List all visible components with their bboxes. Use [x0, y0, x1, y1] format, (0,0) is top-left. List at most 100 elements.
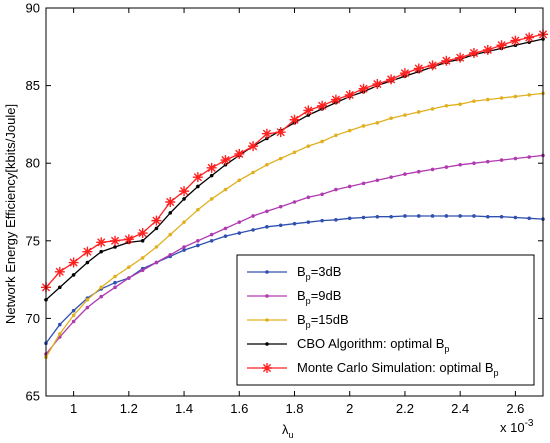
legend-label-main: B	[297, 288, 306, 303]
data-point	[206, 162, 217, 173]
data-point	[251, 170, 255, 175]
data-point	[85, 297, 90, 302]
data-point	[347, 216, 352, 221]
data-point	[234, 148, 245, 159]
data-point	[399, 68, 410, 79]
x-tick-label: 1.6	[230, 401, 248, 416]
data-point	[127, 276, 131, 280]
data-point	[154, 226, 159, 231]
legend-label: Bp=9dB	[297, 288, 341, 306]
data-point	[289, 114, 300, 125]
data-point	[389, 175, 393, 179]
x-tick-label: 2	[346, 401, 353, 416]
data-point	[361, 181, 366, 186]
data-point	[499, 158, 504, 162]
data-point	[330, 94, 341, 105]
data-point	[223, 234, 228, 238]
x-tick-label: 2.6	[506, 401, 524, 416]
data-point	[375, 214, 380, 219]
data-point	[375, 121, 380, 125]
series-4	[41, 29, 548, 293]
data-point	[441, 55, 452, 66]
data-point	[99, 285, 104, 290]
legend-label-sub: p	[306, 296, 311, 306]
x-tick-label: 2.4	[451, 401, 469, 416]
data-point	[209, 232, 214, 237]
legend-marker	[265, 270, 269, 274]
data-point	[261, 128, 272, 139]
data-point	[99, 294, 104, 299]
data-point	[292, 200, 297, 204]
data-point	[485, 159, 490, 164]
data-point	[209, 173, 214, 178]
data-point	[334, 187, 338, 192]
data-point	[292, 150, 297, 155]
data-point	[71, 313, 76, 318]
data-point	[251, 228, 255, 232]
data-point	[347, 184, 352, 189]
y-tick-label: 70	[26, 311, 40, 326]
data-point	[278, 223, 283, 228]
data-point	[472, 214, 476, 218]
data-point	[403, 172, 407, 176]
data-point	[320, 218, 324, 223]
x-axis-title: λu	[282, 422, 294, 440]
data-point	[58, 285, 62, 290]
y-tick-label: 75	[26, 233, 40, 248]
data-point	[444, 214, 449, 218]
data-point	[278, 156, 283, 161]
data-point	[306, 144, 311, 148]
data-point	[278, 204, 283, 209]
legend-label-main: B	[297, 312, 306, 327]
x-axis-multiplier-base: x 10	[500, 420, 525, 435]
data-point	[485, 97, 490, 102]
data-point	[444, 103, 449, 108]
data-point	[513, 94, 518, 99]
data-point	[140, 239, 145, 243]
data-point	[154, 260, 159, 265]
legend-item-2: Bp=15dB	[247, 312, 349, 330]
legend-item-0: Bp=3dB	[247, 264, 341, 282]
data-point	[358, 83, 369, 94]
data-point	[472, 161, 476, 165]
legend-item-3: CBO Algorithm: optimal Bp	[247, 336, 449, 354]
data-point	[137, 228, 148, 239]
data-point	[527, 93, 531, 97]
data-point	[265, 209, 269, 214]
data-point	[71, 273, 76, 277]
data-point	[223, 226, 228, 231]
data-point	[192, 172, 203, 183]
data-point	[444, 165, 449, 169]
data-point	[427, 60, 438, 71]
data-point	[110, 235, 121, 246]
data-point	[344, 89, 355, 100]
legend: Bp=3dB Bp=9dB Bp=15dB CBO Algorithm: optima…	[236, 254, 535, 386]
x-tick-label: 2.2	[396, 401, 414, 416]
x-tick-label: 1.8	[285, 401, 303, 416]
data-point	[292, 221, 297, 226]
legend-label: Monte Carlo Simulation: optimal Bp	[297, 360, 499, 378]
data-point	[113, 285, 117, 290]
data-point	[165, 197, 176, 207]
data-point	[179, 186, 190, 197]
data-point	[513, 156, 518, 161]
x-axis-title-main: λ	[282, 422, 289, 437]
data-point	[123, 234, 134, 245]
data-point	[68, 257, 79, 268]
x-tick-label: 1	[70, 401, 77, 416]
data-point	[182, 197, 186, 201]
data-point	[372, 79, 383, 90]
series-1	[44, 153, 545, 356]
y-tick-label: 80	[26, 156, 40, 171]
data-point	[182, 245, 186, 249]
data-point	[468, 48, 479, 59]
data-point	[510, 35, 521, 46]
data-point	[196, 243, 200, 248]
data-point	[168, 211, 173, 215]
legend-marker	[265, 294, 269, 298]
legend-marker	[265, 318, 269, 322]
data-point	[334, 133, 338, 138]
data-point	[182, 248, 186, 252]
